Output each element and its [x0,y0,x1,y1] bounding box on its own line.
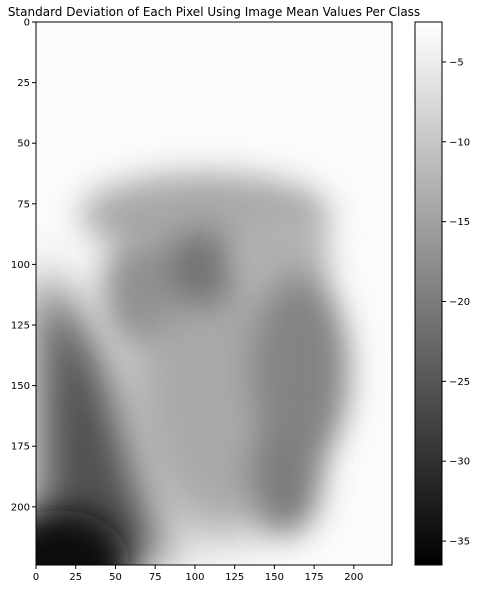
x-tick-label: 0 [33,572,39,583]
y-tick-label: 75 [17,199,30,210]
colorbar-tick-label: −25 [449,377,470,388]
heatmap-region-left-shadow [36,270,170,565]
colorbar-tick-label: −10 [449,137,470,148]
x-tick-label: 150 [265,572,284,583]
colorbar-tick-label: −30 [449,457,470,468]
y-tick-label: 50 [17,139,30,150]
colorbar-tick-label: −5 [449,57,464,68]
colorbar-tick-label: −35 [449,537,470,548]
y-tick-label: 175 [11,442,30,453]
heatmap-image [36,22,392,565]
heatmap-region-center-dark [160,230,240,306]
y-tick-label: 25 [17,78,30,89]
x-tick-label: 125 [225,572,244,583]
x-tick-label: 175 [305,572,324,583]
x-tick-label: 100 [185,572,204,583]
heatmap-region-left-lobe [102,235,178,345]
heatmap-region-lower-right [250,425,320,535]
colorbar: −5 −10 −15 −20 −25 −30 −35 [414,21,470,566]
chart-title: Standard Deviation of Each Pixel Using I… [8,5,420,19]
x-tick-label: 25 [69,572,82,583]
y-tick-label: 100 [11,260,30,271]
x-tick-label: 75 [149,572,162,583]
heatmap-region-bottom-left-corner [36,510,130,565]
y-axis: 0 25 50 75 100 125 150 175 200 [11,18,36,513]
plot-frame [35,21,393,566]
colorbar-tick-label: −20 [449,297,470,308]
colorbar-tick-label: −15 [449,217,470,228]
heatmap-region-right-body [252,275,348,465]
y-tick-label: 125 [11,321,30,332]
y-tick-label: 150 [11,381,30,392]
x-axis: 0 25 50 75 100 125 150 175 200 [33,565,363,583]
x-tick-label: 50 [109,572,122,583]
y-tick-label: 0 [24,18,30,29]
y-tick-label: 200 [11,502,30,513]
x-tick-label: 200 [344,572,363,583]
colorbar-gradient [414,21,443,566]
